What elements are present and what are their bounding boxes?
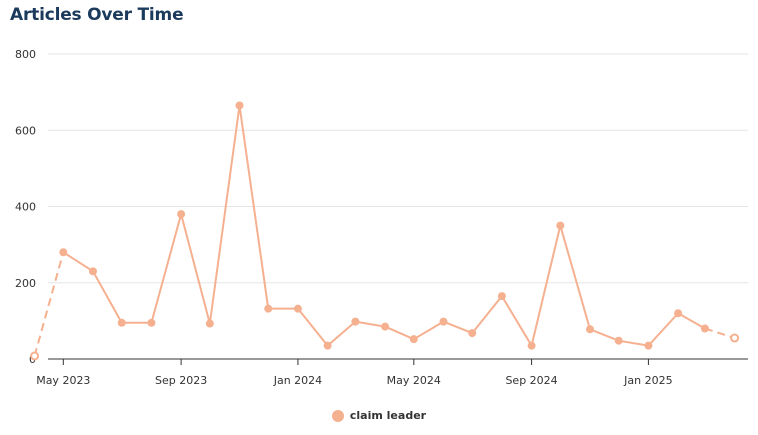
data-point[interactable]	[674, 309, 683, 318]
x-tick-label: Sep 2023	[155, 374, 207, 387]
y-axis: 0200400600800	[15, 48, 36, 366]
x-axis: May 2023 Sep 2023 Jan 2024 May 2024 Sep 2024…	[36, 358, 748, 387]
data-point[interactable]	[323, 341, 332, 350]
data-point[interactable]	[177, 210, 186, 219]
x-tick-label: Jan 2025	[623, 374, 672, 387]
series-line-partial-end	[704, 327, 735, 339]
series-line-partial-start	[33, 251, 65, 357]
data-point[interactable]	[409, 335, 418, 344]
data-point[interactable]	[264, 304, 273, 313]
data-point[interactable]	[614, 336, 623, 345]
y-tick-label-400: 400	[15, 201, 36, 214]
data-point[interactable]	[585, 325, 594, 334]
y-tick-label-600: 600	[15, 124, 36, 137]
data-point[interactable]	[644, 341, 653, 350]
data-point[interactable]	[468, 329, 477, 338]
x-tick-label: Sep 2024	[505, 374, 557, 387]
data-point[interactable]	[497, 292, 506, 301]
data-point[interactable]	[89, 267, 98, 276]
legend: claim leader	[0, 409, 758, 422]
series-line-claim-leader	[62, 104, 706, 347]
data-point[interactable]	[117, 318, 126, 327]
x-tick-label: Jan 2024	[273, 374, 322, 387]
data-point[interactable]	[351, 317, 360, 326]
legend-label-claim-leader[interactable]: claim leader	[349, 409, 427, 422]
point-layer	[30, 101, 740, 361]
data-point[interactable]	[439, 317, 448, 326]
y-tick-label-200: 200	[15, 277, 36, 290]
x-tick-label: May 2024	[387, 374, 441, 387]
data-point[interactable]	[700, 324, 709, 333]
chart-title: Articles Over Time	[10, 5, 184, 25]
data-point[interactable]	[30, 351, 40, 361]
gridlines	[48, 53, 748, 284]
data-point[interactable]	[293, 304, 302, 313]
legend-swatch-claim-leader[interactable]	[331, 409, 344, 422]
data-point[interactable]	[205, 319, 214, 328]
data-point[interactable]	[730, 333, 740, 343]
data-point[interactable]	[527, 341, 536, 350]
x-tick-label: May 2023	[36, 374, 90, 387]
data-point[interactable]	[381, 322, 390, 331]
data-point[interactable]	[59, 248, 68, 257]
data-point[interactable]	[147, 318, 156, 327]
data-point[interactable]	[235, 101, 244, 110]
data-point[interactable]	[556, 221, 565, 230]
series-layer	[33, 104, 735, 357]
y-tick-label-800: 800	[15, 48, 36, 61]
